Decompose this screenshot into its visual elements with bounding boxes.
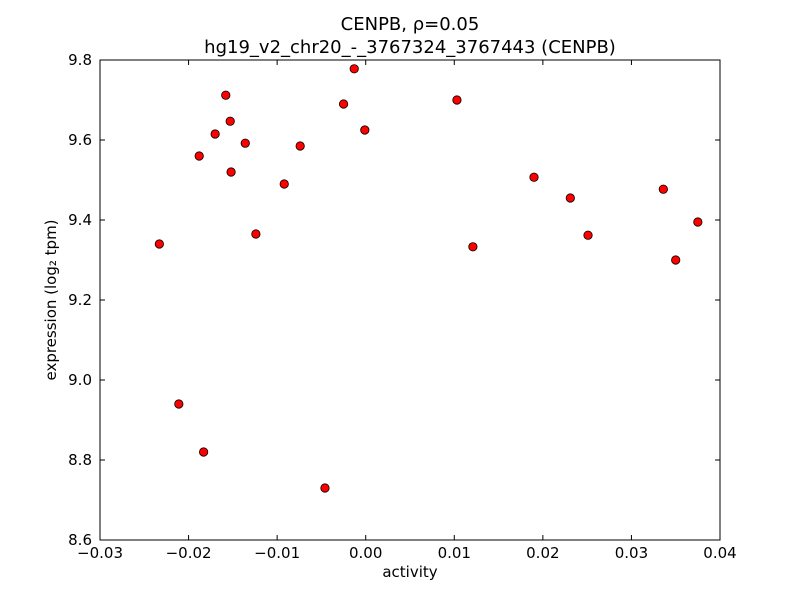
data-point <box>199 447 209 457</box>
data-point <box>583 230 593 240</box>
y-tick-label: 8.8 <box>68 451 92 469</box>
x-tick-label: 0.02 <box>526 544 559 562</box>
data-point <box>529 172 539 182</box>
chart-title-line1: CENPB, ρ=0.05 <box>341 14 480 35</box>
data-point <box>320 483 330 493</box>
plot-frame <box>99 59 721 541</box>
data-point <box>338 99 349 109</box>
data-point <box>226 167 236 177</box>
y-tick-label: 9.2 <box>68 291 92 309</box>
data-point <box>221 90 231 100</box>
x-tick-label: 0.03 <box>615 544 648 562</box>
data-point <box>251 229 261 239</box>
x-tick-label: −0.02 <box>166 544 212 562</box>
data-point <box>225 116 235 126</box>
y-axis-label: expression (log₂ tpm) <box>42 219 60 380</box>
data-point <box>295 141 305 151</box>
x-tick-label: 0.04 <box>703 544 736 562</box>
data-point <box>174 399 184 409</box>
data-point <box>210 129 220 139</box>
y-tick-label: 8.6 <box>68 531 92 549</box>
y-tick-label: 9.0 <box>68 371 92 389</box>
data-point <box>452 95 462 105</box>
data-point <box>671 255 681 265</box>
data-point <box>279 179 289 189</box>
y-tick-label: 9.8 <box>68 51 92 69</box>
data-point <box>468 242 478 252</box>
data-point <box>349 64 359 74</box>
y-tick-label: 9.6 <box>68 131 92 149</box>
data-point <box>154 239 164 249</box>
data-point <box>194 151 204 161</box>
data-point <box>693 217 703 227</box>
x-tick-label: −0.01 <box>254 544 300 562</box>
x-tick-label: −0.03 <box>77 544 123 562</box>
y-tick-label: 9.4 <box>68 211 92 229</box>
chart-title-line2: hg19_v2_chr20_-_3767324_3767443 (CENPB) <box>204 37 616 58</box>
x-tick-label: 0.01 <box>438 544 471 562</box>
x-axis-label: activity <box>382 563 437 581</box>
x-tick-label: 0.00 <box>349 544 382 562</box>
data-point <box>565 193 575 203</box>
data-point <box>658 184 668 194</box>
data-point <box>240 138 250 148</box>
data-point <box>360 125 370 135</box>
